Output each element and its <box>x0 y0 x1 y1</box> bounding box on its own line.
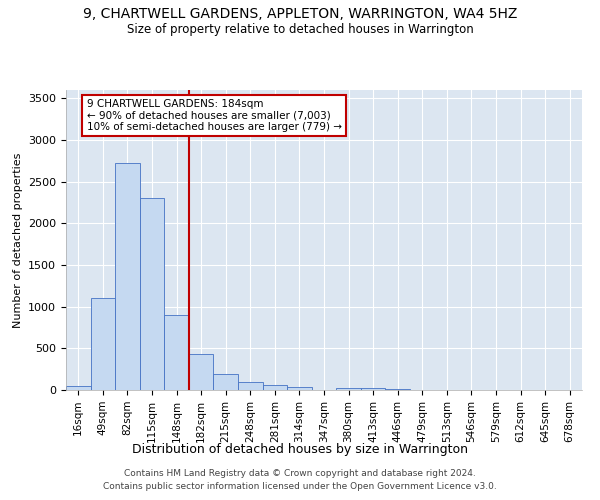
Bar <box>189 354 214 390</box>
Text: Size of property relative to detached houses in Warrington: Size of property relative to detached ho… <box>127 22 473 36</box>
Bar <box>238 382 263 390</box>
Bar <box>287 386 312 390</box>
Bar <box>164 315 189 390</box>
Bar <box>115 164 140 390</box>
Bar <box>263 386 287 390</box>
Bar <box>336 388 361 390</box>
Bar <box>66 386 91 390</box>
Text: Distribution of detached houses by size in Warrington: Distribution of detached houses by size … <box>132 442 468 456</box>
Text: 9, CHARTWELL GARDENS, APPLETON, WARRINGTON, WA4 5HZ: 9, CHARTWELL GARDENS, APPLETON, WARRINGT… <box>83 8 517 22</box>
Y-axis label: Number of detached properties: Number of detached properties <box>13 152 23 328</box>
Text: Contains public sector information licensed under the Open Government Licence v3: Contains public sector information licen… <box>103 482 497 491</box>
Bar <box>91 298 115 390</box>
Bar <box>361 388 385 390</box>
Bar <box>214 374 238 390</box>
Text: Contains HM Land Registry data © Crown copyright and database right 2024.: Contains HM Land Registry data © Crown c… <box>124 468 476 477</box>
Bar <box>385 389 410 390</box>
Text: 9 CHARTWELL GARDENS: 184sqm
← 90% of detached houses are smaller (7,003)
10% of : 9 CHARTWELL GARDENS: 184sqm ← 90% of det… <box>86 99 341 132</box>
Bar <box>140 198 164 390</box>
